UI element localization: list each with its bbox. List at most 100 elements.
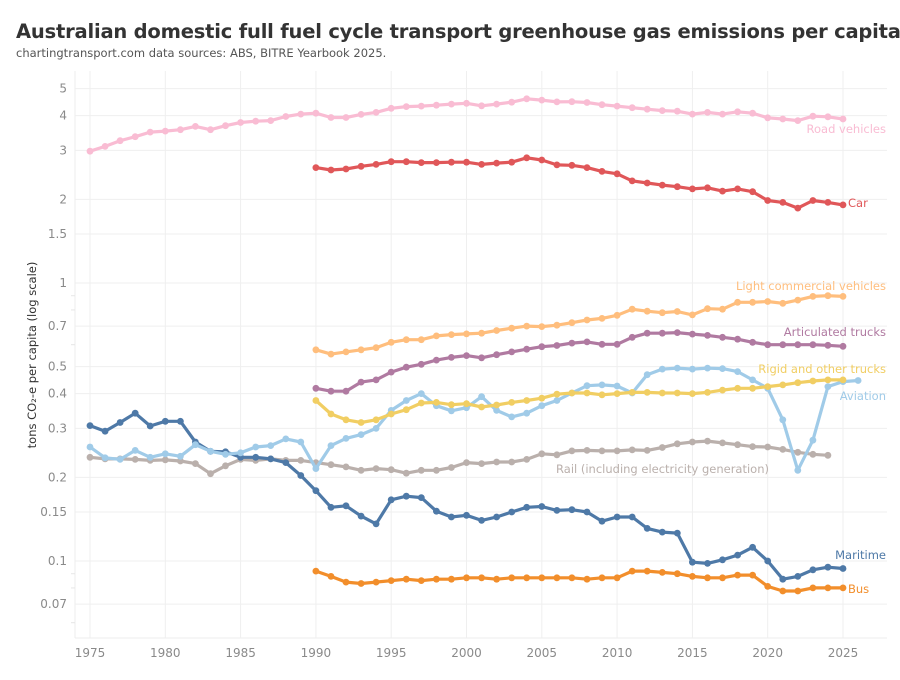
- data-point: [237, 449, 245, 457]
- data-point: [734, 108, 741, 116]
- data-point: [598, 391, 606, 399]
- data-point: [538, 156, 546, 164]
- x-tick-label: 1985: [225, 646, 256, 660]
- data-point: [508, 98, 516, 106]
- data-point: [568, 447, 576, 455]
- data-point: [146, 453, 154, 461]
- data-point: [794, 117, 802, 124]
- data-point: [779, 341, 787, 349]
- y-tick-label: 1: [59, 276, 67, 290]
- data-point: [372, 344, 380, 352]
- data-point: [719, 110, 726, 118]
- data-point: [704, 437, 711, 445]
- x-tick-label: 1990: [301, 646, 332, 660]
- data-point: [749, 338, 756, 346]
- data-point: [387, 496, 395, 504]
- data-point: [86, 422, 94, 429]
- data-point: [402, 397, 410, 404]
- data-point: [749, 109, 756, 117]
- data-point: [207, 126, 214, 134]
- data-point: [342, 348, 350, 356]
- data-point: [267, 442, 275, 449]
- data-point: [402, 406, 410, 414]
- data-point: [719, 439, 726, 447]
- data-point: [463, 511, 470, 519]
- data-point: [327, 503, 335, 511]
- data-point: [749, 298, 756, 306]
- chart-title: Australian domestic full fuel cycle tran…: [16, 20, 900, 43]
- data-point: [357, 111, 365, 118]
- data-point: [493, 458, 500, 466]
- data-point: [764, 114, 772, 122]
- data-point: [794, 296, 802, 304]
- data-point: [568, 98, 576, 106]
- data-point: [177, 126, 184, 134]
- data-point: [839, 584, 847, 592]
- data-point: [433, 507, 440, 515]
- data-point: [628, 104, 636, 112]
- data-point: [583, 99, 591, 106]
- data-point: [297, 438, 305, 446]
- data-point: [658, 309, 666, 317]
- data-point: [387, 338, 395, 346]
- y-tick-label: 0.2: [48, 470, 67, 484]
- data-point: [342, 435, 350, 442]
- data-point: [779, 299, 787, 307]
- y-axis-label: tons CO₂-e per capita (log scale): [25, 262, 39, 449]
- y-tick-label: 3: [59, 143, 67, 157]
- series-aviation: [86, 364, 862, 474]
- data-point: [779, 575, 787, 583]
- data-point: [658, 181, 666, 189]
- data-point: [508, 508, 516, 516]
- data-point: [824, 199, 832, 206]
- series-bus: [312, 567, 847, 595]
- data-point: [613, 390, 621, 397]
- data-point: [357, 162, 365, 170]
- data-point: [583, 338, 591, 346]
- data-point: [809, 584, 817, 592]
- data-point: [252, 443, 260, 451]
- data-point: [794, 573, 802, 580]
- x-tick-label: 2010: [602, 646, 633, 660]
- data-point: [673, 329, 681, 336]
- x-tick-label: 2005: [527, 646, 558, 660]
- data-point: [327, 442, 335, 449]
- data-point: [493, 351, 500, 359]
- data-point: [779, 381, 787, 389]
- data-point: [719, 333, 726, 341]
- data-point: [824, 451, 832, 459]
- data-point: [342, 416, 350, 424]
- data-point: [372, 465, 380, 472]
- data-point: [508, 348, 516, 356]
- data-point: [312, 109, 320, 117]
- data-point: [553, 507, 561, 514]
- y-tick-label: 0.07: [40, 597, 67, 611]
- data-point: [613, 382, 621, 390]
- data-point: [538, 450, 546, 458]
- data-point: [628, 177, 636, 185]
- data-point: [402, 158, 410, 166]
- data-point: [192, 123, 199, 130]
- data-point: [598, 381, 606, 389]
- data-point: [628, 446, 636, 454]
- data-point: [493, 575, 500, 583]
- data-point: [402, 492, 410, 500]
- data-point: [312, 465, 320, 472]
- data-point: [327, 410, 335, 418]
- data-point: [673, 440, 681, 448]
- data-point: [553, 161, 561, 169]
- data-point: [628, 389, 636, 396]
- data-point: [448, 401, 455, 409]
- data-point: [342, 463, 350, 471]
- data-point: [417, 159, 425, 167]
- series-label-aviation: Aviation: [840, 389, 886, 403]
- data-point: [719, 365, 726, 372]
- data-point: [342, 578, 350, 586]
- data-point: [342, 387, 350, 395]
- data-point: [839, 201, 847, 209]
- data-point: [839, 342, 847, 350]
- data-point: [297, 110, 305, 118]
- data-point: [764, 197, 772, 204]
- data-point: [824, 563, 832, 571]
